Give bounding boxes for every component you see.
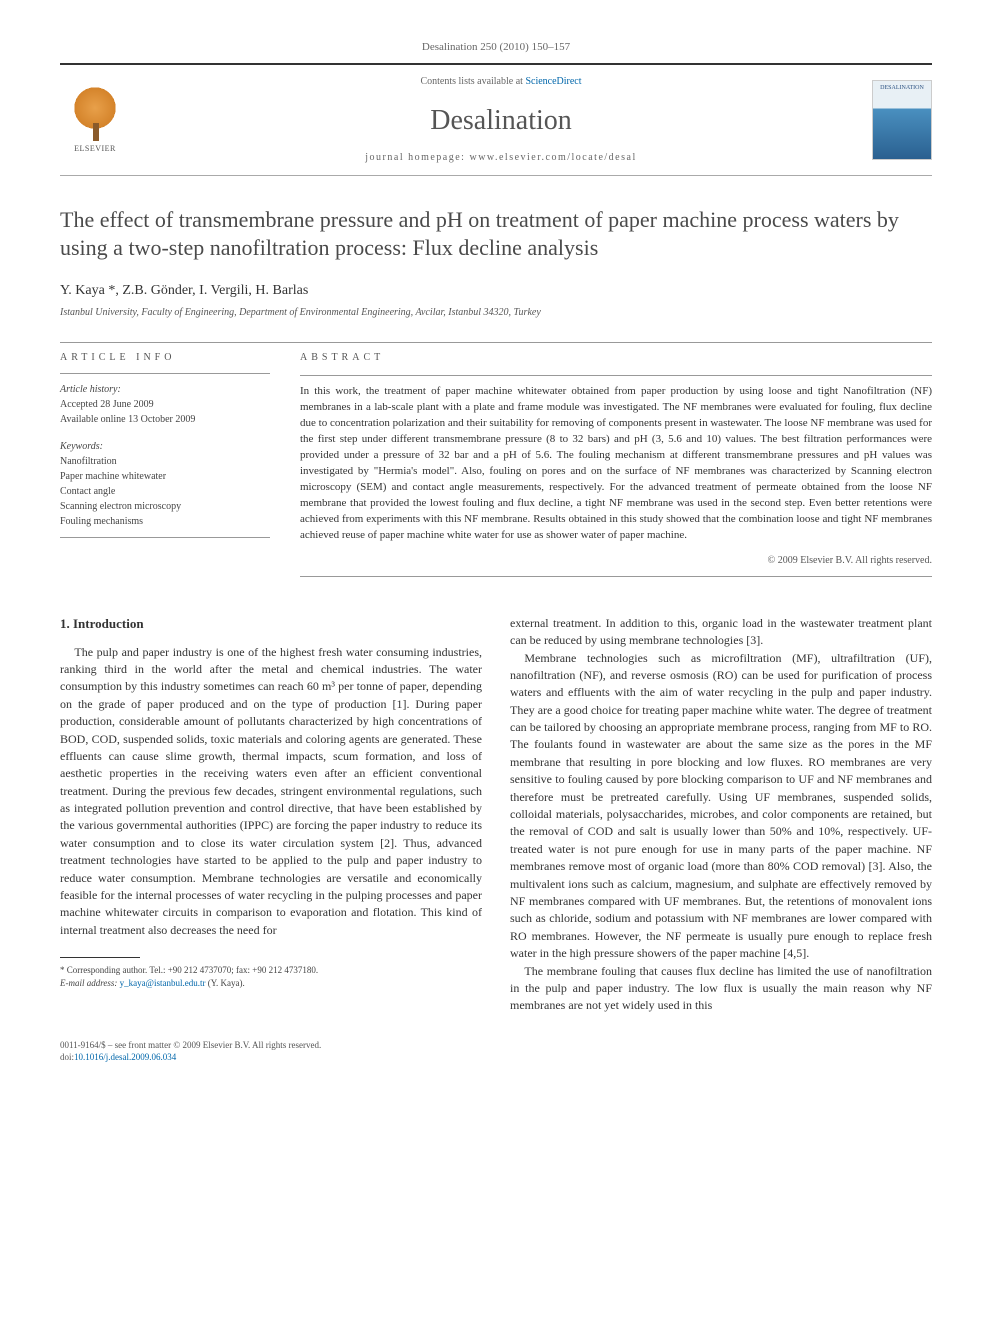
email-link[interactable]: y_kaya@istanbul.edu.tr [120, 978, 206, 988]
footnote-email-line: E-mail address: y_kaya@istanbul.edu.tr (… [60, 977, 482, 990]
keywords-block: Keywords: Nanofiltration Paper machine w… [60, 439, 270, 529]
body-columns: 1. Introduction The pulp and paper indus… [60, 615, 932, 1015]
article-info-column: ARTICLE INFO Article history: Accepted 2… [60, 351, 270, 584]
article-info-heading: ARTICLE INFO [60, 351, 270, 365]
footnote-line-1: * Corresponding author. Tel.: +90 212 47… [60, 964, 482, 977]
abstract-text: In this work, the treatment of paper mac… [300, 384, 932, 543]
keyword-item: Contact angle [60, 484, 270, 499]
footer-doi-line: doi:10.1016/j.desal.2009.06.034 [60, 1051, 932, 1064]
intro-para-1: The pulp and paper industry is one of th… [60, 644, 482, 940]
abstract-divider-1 [300, 375, 932, 376]
online-date: Available online 13 October 2009 [60, 412, 270, 427]
abstract-column: ABSTRACT In this work, the treatment of … [300, 351, 932, 584]
abstract-heading: ABSTRACT [300, 351, 932, 365]
citation-line: Desalination 250 (2010) 150–157 [60, 40, 932, 55]
footer-front-matter: 0011-9164/$ – see front matter © 2009 El… [60, 1039, 932, 1052]
journal-header: ELSEVIER Contents lists available at Sci… [60, 63, 932, 175]
elsevier-label: ELSEVIER [74, 143, 116, 154]
body-column-left: 1. Introduction The pulp and paper indus… [60, 615, 482, 1015]
header-center: Contents lists available at ScienceDirec… [130, 75, 872, 164]
journal-name: Desalination [130, 101, 872, 140]
section-1-heading: 1. Introduction [60, 615, 482, 634]
info-abstract-row: ARTICLE INFO Article history: Accepted 2… [60, 351, 932, 584]
info-divider-2 [60, 537, 270, 538]
doi-prefix: doi: [60, 1052, 74, 1062]
divider-top [60, 342, 932, 343]
body-column-right: external treatment. In addition to this,… [510, 615, 932, 1015]
corresponding-author-footnote: * Corresponding author. Tel.: +90 212 47… [60, 964, 482, 989]
elsevier-logo: ELSEVIER [60, 80, 130, 160]
history-label: Article history: [60, 382, 270, 397]
col2-para-2: Membrane technologies such as microfiltr… [510, 650, 932, 963]
contents-available-line: Contents lists available at ScienceDirec… [130, 75, 872, 89]
accepted-date: Accepted 28 June 2009 [60, 397, 270, 412]
keyword-item: Nanofiltration [60, 454, 270, 469]
keyword-item: Fouling mechanisms [60, 514, 270, 529]
article-history-block: Article history: Accepted 28 June 2009 A… [60, 382, 270, 427]
keyword-item: Scanning electron microscopy [60, 499, 270, 514]
doi-link[interactable]: 10.1016/j.desal.2009.06.034 [74, 1052, 176, 1062]
info-divider-1 [60, 373, 270, 374]
keywords-label: Keywords: [60, 439, 270, 454]
journal-homepage-line: journal homepage: www.elsevier.com/locat… [130, 151, 872, 165]
abstract-copyright: © 2009 Elsevier B.V. All rights reserved… [300, 554, 932, 568]
footer-block: 0011-9164/$ – see front matter © 2009 El… [60, 1039, 932, 1064]
abstract-divider-2 [300, 576, 932, 577]
affiliation-line: Istanbul University, Faculty of Engineer… [60, 306, 932, 320]
col2-para-3: The membrane fouling that causes flux de… [510, 963, 932, 1015]
col2-para-1: external treatment. In addition to this,… [510, 615, 932, 650]
elsevier-tree-icon [70, 86, 120, 141]
email-suffix: (Y. Kaya). [205, 978, 244, 988]
footnote-separator [60, 957, 140, 958]
homepage-url: www.elsevier.com/locate/desal [469, 152, 636, 163]
homepage-prefix: journal homepage: [365, 152, 469, 163]
contents-prefix: Contents lists available at [420, 76, 525, 87]
keyword-item: Paper machine whitewater [60, 469, 270, 484]
authors-line: Y. Kaya *, Z.B. Gönder, I. Vergili, H. B… [60, 281, 932, 301]
journal-cover-thumbnail: DESALINATION [872, 80, 932, 160]
email-label: E-mail address: [60, 978, 120, 988]
article-title: The effect of transmembrane pressure and… [60, 206, 932, 263]
sciencedirect-link[interactable]: ScienceDirect [525, 76, 581, 87]
